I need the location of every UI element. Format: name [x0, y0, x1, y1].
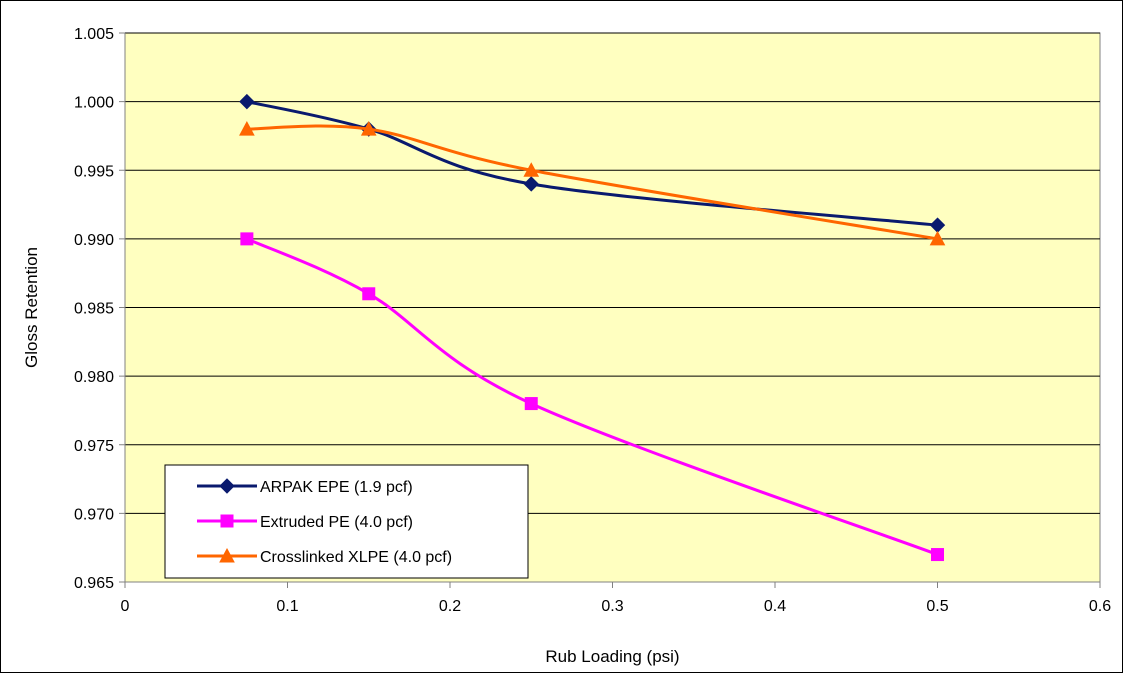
legend-item-crosslinked-xlpe: Crosslinked XLPE (4.0 pcf) — [197, 547, 452, 566]
y-tick-label: 0.980 — [74, 369, 114, 386]
data-point — [929, 230, 946, 246]
data-point — [239, 93, 255, 110]
x-tick-label: 0.3 — [601, 598, 623, 615]
data-point — [240, 232, 254, 246]
x-tick-label: 0.6 — [1089, 598, 1111, 615]
legend-marker — [219, 547, 235, 563]
data-point — [362, 287, 376, 301]
y-tick-label: 0.995 — [74, 163, 114, 180]
y-tick-label: 1.005 — [74, 26, 114, 43]
x-tick-label: 0.2 — [439, 598, 461, 615]
y-tick-label: 1.000 — [74, 95, 114, 112]
legend-marker — [219, 478, 235, 494]
legend-marker — [220, 514, 234, 528]
series-line — [246, 124, 938, 241]
y-axis-ticks: 0.965 0.970 0.975 0.980 0.985 0.990 0.995 1.000… — [74, 26, 125, 592]
data-point — [931, 548, 944, 562]
data-point — [523, 176, 539, 192]
x-tick-label: 0 — [121, 598, 130, 615]
x-tick-label: 0.4 — [764, 598, 786, 615]
legend-label: Crosslinked XLPE (4.0 pcf) — [260, 549, 452, 566]
series-layer — [239, 93, 946, 562]
legend: ARPAK EPE (1.9 pcf) Extruded PE (4.0 pcf)… — [164, 464, 529, 579]
series-extruded-pe — [240, 232, 944, 562]
x-axis-ticks: 0 0.1 0.2 0.3 0.4 0.5 0.6 — [121, 582, 1111, 615]
x-tick-label: 0.5 — [926, 598, 948, 615]
data-point — [524, 397, 538, 411]
x-axis-title: Rub Loading (psi) — [545, 647, 679, 666]
y-axis-title: Gloss Retention — [22, 247, 41, 368]
legend-item-extruded-pe: Extruded PE (4.0 pcf) — [197, 514, 413, 531]
data-point — [523, 162, 540, 177]
y-tick-label: 0.975 — [74, 438, 114, 455]
y-tick-label: 0.990 — [74, 232, 114, 249]
data-point — [360, 121, 377, 136]
legend-item-arpak-epe: ARPAK EPE (1.9 pcf) — [197, 478, 413, 496]
y-tick-label: 0.970 — [74, 506, 114, 523]
legend-label: ARPAK EPE (1.9 pcf) — [260, 479, 413, 496]
y-tick-label: 0.985 — [74, 301, 114, 318]
data-point — [239, 121, 255, 136]
y-tick-label: 0.965 — [74, 575, 114, 592]
series-crosslinked-xlpe — [239, 121, 946, 246]
legend-label: Extruded PE (4.0 pcf) — [260, 514, 413, 531]
series-line — [246, 100, 938, 227]
series-line — [246, 237, 939, 556]
x-tick-label: 0.1 — [276, 598, 298, 615]
